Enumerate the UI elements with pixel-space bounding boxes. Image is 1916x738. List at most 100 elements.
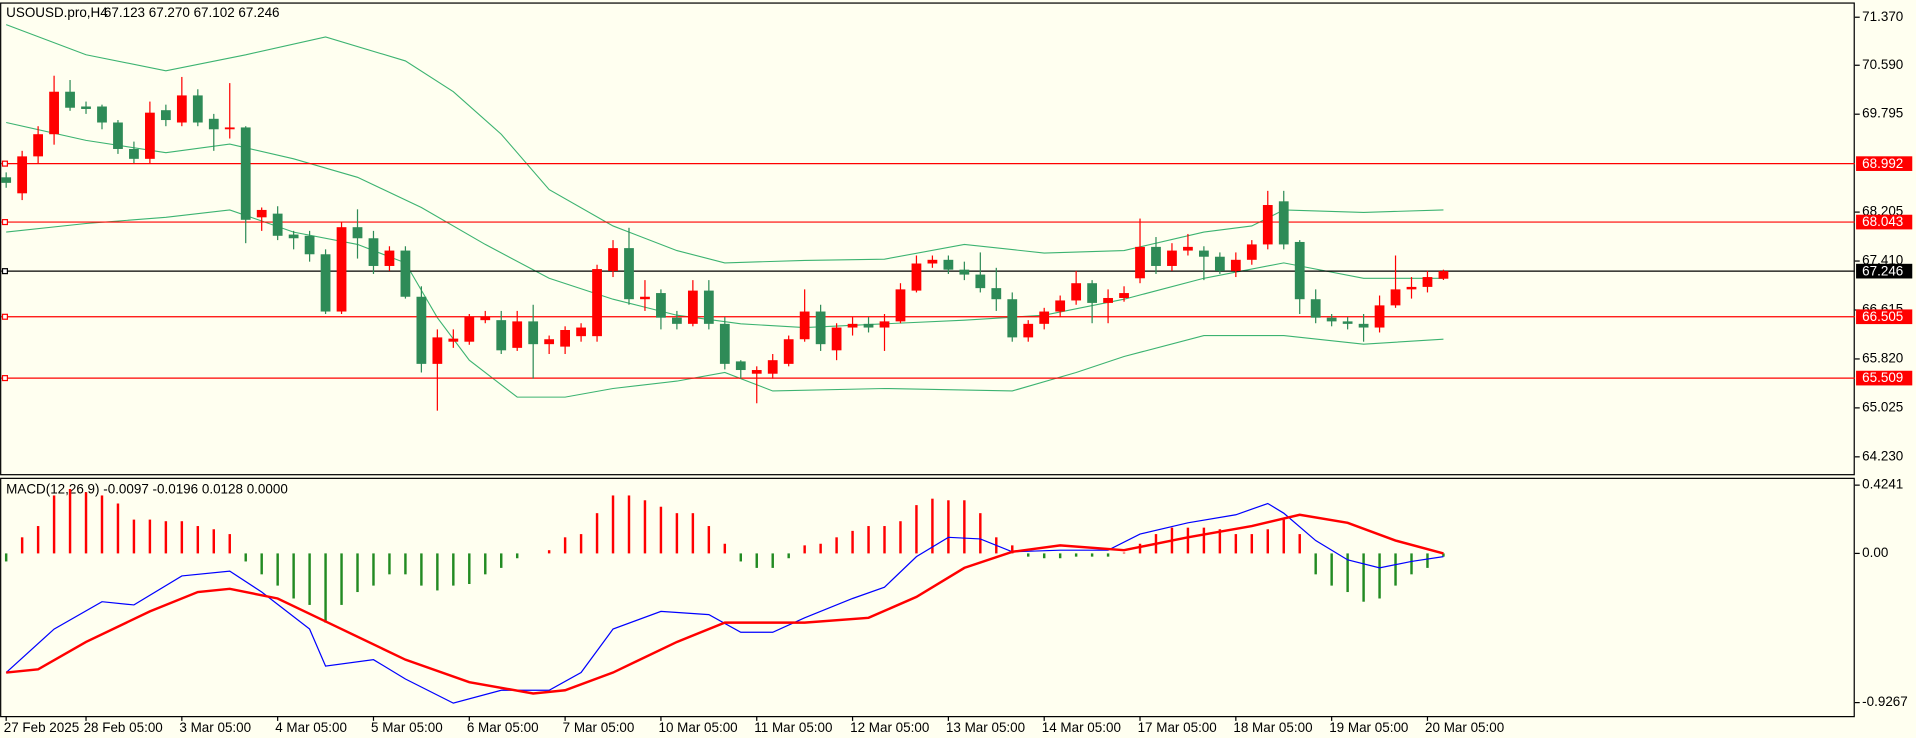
candle-body [496,320,507,351]
candle-body [687,290,698,324]
x-tick-label: 3 Mar 05:00 [179,720,251,735]
candle-body [1071,283,1082,301]
candle-body [448,338,459,342]
candle-body [911,263,922,291]
y-tick-label: 70.590 [1862,57,1903,72]
candle-body [352,227,363,239]
candle-body [975,274,986,289]
x-tick-label: 17 Mar 05:00 [1138,720,1217,735]
indicator-line [6,513,1444,695]
candle-body [224,127,235,130]
candle-body [464,316,475,342]
candle-body [1183,246,1193,251]
level-label-bg [1856,309,1913,325]
level-label-bg [1856,370,1913,386]
candle-body [640,296,650,300]
y-tick-label: 64.230 [1862,448,1903,463]
candle-body [368,238,379,266]
candle-body [1087,283,1097,303]
candle-body [943,259,954,270]
candle-body [719,323,730,364]
band-line [5,24,1444,264]
candle-body [1342,321,1353,324]
candle-body [863,323,874,328]
main-pane [0,2,1855,476]
level-label-bg [1856,214,1913,230]
candle-body [592,269,602,337]
candle-body [1310,299,1321,318]
candle-body [416,296,427,364]
level-marker [1,160,9,167]
indicator-line [5,502,1444,704]
candle-body [1167,250,1177,266]
x-tick-label: 18 Mar 05:00 [1233,720,1312,735]
candle-body [1374,305,1385,328]
candle-body [336,227,347,312]
ohlc-text: 67.123 67.270 67.102 67.246 [104,5,280,20]
candle-body [208,118,219,130]
candle-body [1151,246,1161,266]
candle-body [256,209,267,218]
candle-body [1007,299,1018,338]
candle-body [160,110,171,121]
candle-body [432,337,443,364]
candle-body [129,148,139,159]
candle-body [672,317,682,324]
y-tick-label: 0.4241 [1862,477,1903,492]
x-tick-label: 4 Mar 05:00 [275,720,347,735]
macd-pane [0,477,1855,718]
candle-body [1438,271,1449,279]
x-tick-label: 5 Mar 05:00 [371,720,443,735]
candle-body [192,95,203,123]
candle-body [1390,289,1401,306]
candle-body [1135,246,1145,279]
candle-body [1214,256,1225,271]
candle-body [624,248,634,300]
level-marker [1,219,9,226]
level-label: 68.992 [1862,156,1903,171]
y-tick-label: 69.795 [1862,106,1903,121]
candle-body [145,112,155,159]
candle-body [560,330,571,347]
candle-body [1039,311,1050,324]
candle-body [576,327,586,337]
candle-body [49,91,59,135]
macd-title: MACD(12,26,9) -0.0097 -0.0196 0.0128 0.0… [6,482,288,497]
candle-body [1246,244,1257,260]
level-label-bg [1856,263,1913,279]
candle-body [400,250,411,297]
candle-body [895,289,906,322]
y-tick-label: 65.820 [1862,350,1903,365]
candle-body [783,339,794,364]
candle-body [320,254,331,312]
chart-title: USOUSD.pro,H4 [6,5,108,20]
candle-body [799,311,810,340]
x-tick-label: 13 Mar 05:00 [946,720,1025,735]
candle-body [528,321,539,345]
level-marker [1,375,9,382]
x-tick-label: 12 Mar 05:00 [850,720,929,735]
x-tick-label: 11 Mar 05:00 [754,720,832,735]
candle-body [815,311,826,345]
candle-body [927,259,938,264]
candle-body [1055,300,1066,312]
candle-body [1119,293,1129,298]
candle-body [656,293,666,318]
level-marker [1,313,9,320]
candle-body [879,321,890,328]
y-tick-label: 0.00 [1862,545,1888,560]
candle-body [240,127,251,220]
candle-body [991,288,1002,300]
candle-body [1199,250,1209,257]
x-tick-label: 27 Feb 2025 [4,720,79,735]
candle-body [735,361,746,371]
level-label: 68.043 [1862,214,1903,229]
candle-body [544,339,555,345]
candle-body [480,316,491,321]
candle-body [1023,323,1034,338]
level-label: 66.505 [1862,309,1903,324]
level-label: 65.509 [1862,370,1903,385]
candle-body [1103,297,1113,303]
